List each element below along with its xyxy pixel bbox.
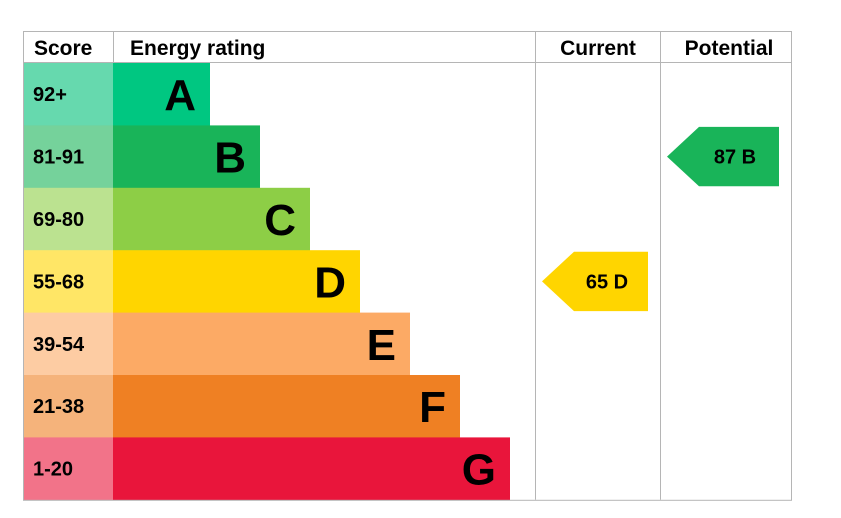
band-letter-c: C [264, 196, 296, 245]
header-row: Score Energy rating Current Potential [34, 37, 773, 60]
score-cell-b [23, 125, 113, 189]
band-letter-d: D [314, 258, 346, 307]
score-cell-a [23, 63, 113, 126]
score-range-b: 81-91 [33, 147, 84, 169]
band-bar-c [113, 187, 310, 251]
band-letter-e: E [367, 321, 396, 370]
band-letter-f: F [419, 383, 446, 432]
energy-rating-header: Energy rating [130, 37, 265, 60]
potential-rating-arrow [667, 126, 779, 187]
band-letter-b: B [214, 134, 246, 183]
rating-bands: 92+ A 81-91 B 69-80 C 55-68 D 39-54 E 21-38 F 1-20 G [23, 63, 510, 501]
score-cell-c [23, 187, 113, 251]
band-bar-f [113, 375, 460, 438]
score-cell-e [23, 312, 113, 376]
band-bar-b [113, 125, 260, 189]
score-range-g: 1-20 [33, 459, 73, 481]
score-range-f: 21-38 [33, 396, 84, 418]
potential-header: Potential [685, 37, 774, 60]
current-header: Current [560, 37, 636, 60]
band-bar-g [113, 437, 510, 501]
rating-arrows: 65 D 87 B [542, 126, 779, 312]
score-cell-d [23, 250, 113, 314]
band-letter-a: A [164, 71, 196, 120]
score-range-a: 92+ [33, 84, 67, 106]
table-grid [23, 31, 792, 501]
score-header: Score [34, 37, 92, 60]
score-cell-g [23, 437, 113, 501]
band-letter-g: G [462, 446, 496, 495]
potential-rating-label: 87 B [714, 147, 756, 169]
band-bar-e [113, 312, 410, 376]
current-rating-label: 65 D [586, 271, 628, 293]
band-bar-a [113, 63, 210, 126]
score-range-e: 39-54 [33, 334, 85, 356]
table-border [23, 31, 792, 501]
band-bar-d [113, 250, 360, 314]
score-range-c: 69-80 [33, 209, 84, 231]
score-cell-f [23, 375, 113, 438]
score-range-d: 55-68 [33, 271, 84, 293]
current-rating-arrow [542, 251, 648, 312]
